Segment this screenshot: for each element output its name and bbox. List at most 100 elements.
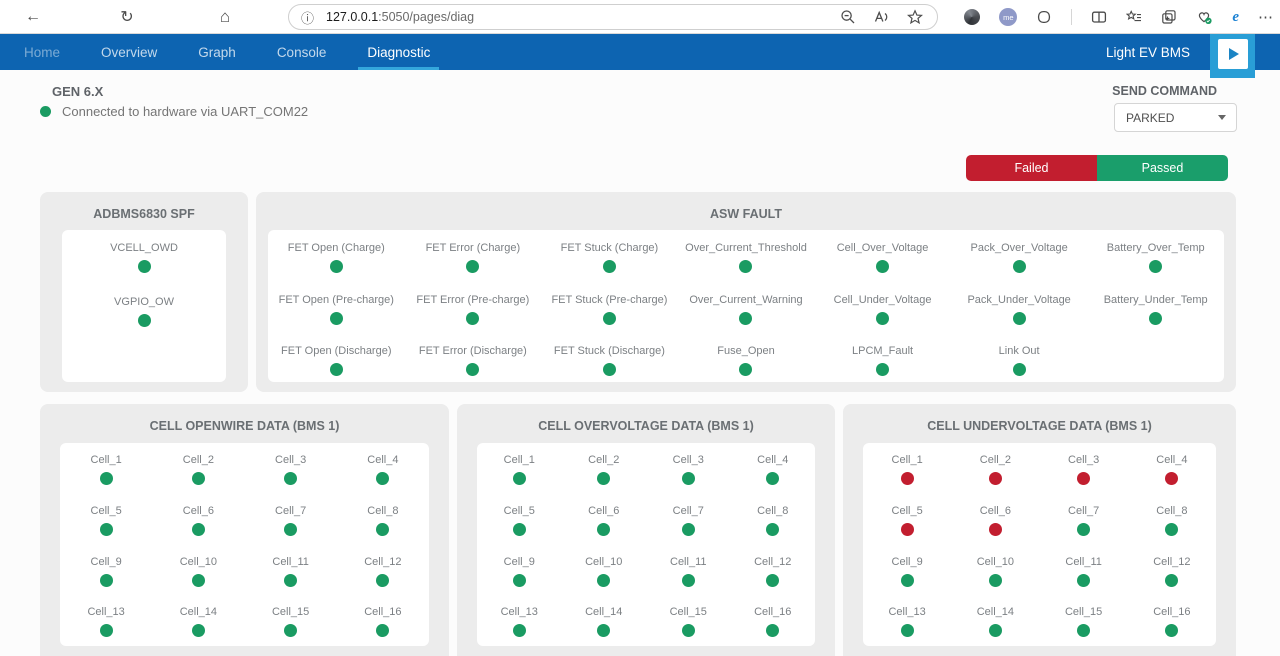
asw-card: FET Open (Charge) FET Error (Charge) FET… <box>268 230 1224 382</box>
cell-indicator: Cell_3 <box>245 454 337 494</box>
fault-indicator: Pack_Under_Voltage <box>951 294 1088 331</box>
browser-essentials-icon[interactable] <box>1196 9 1213 25</box>
refresh-icon[interactable]: ↻ <box>113 0 141 34</box>
status-dot <box>682 472 695 485</box>
status-dot <box>376 523 389 536</box>
fault-label: Pack_Under_Voltage <box>951 294 1088 306</box>
cell-indicator: Cell_1 <box>863 454 951 494</box>
status-dot <box>682 624 695 637</box>
passed-legend-button[interactable]: Passed <box>1097 155 1228 181</box>
cell-indicator: Cell_12 <box>731 556 816 596</box>
status-dot <box>766 574 779 587</box>
fault-label: FET Open (Pre-charge) <box>268 294 405 306</box>
site-info-icon[interactable]: ⓘ <box>301 8 314 27</box>
fault-label: FET Error (Discharge) <box>405 345 542 357</box>
cell-label: Cell_16 <box>1128 606 1216 618</box>
cell-label: Cell_14 <box>152 606 244 618</box>
openwire-panel-title: CELL OPENWIRE DATA (BMS 1) <box>40 404 449 433</box>
cell-indicator: Cell_13 <box>863 606 951 646</box>
cell-indicator: Cell_16 <box>731 606 816 646</box>
nav-tab[interactable]: Diagnostic <box>367 34 430 70</box>
spf-panel: ADBMS6830 SPF VCELL_OWD VGPIO_OW <box>40 192 248 392</box>
status-dot <box>1013 363 1026 376</box>
spf-card: VCELL_OWD VGPIO_OW <box>62 230 226 382</box>
cell-label: Cell_15 <box>245 606 337 618</box>
cell-indicator: Cell_11 <box>1040 556 1128 596</box>
nav-tab[interactable]: Overview <box>101 34 157 70</box>
nav-tab[interactable]: Home <box>24 34 60 70</box>
cell-indicator: Cell_9 <box>863 556 951 596</box>
favorites-hub-icon[interactable] <box>1126 9 1142 25</box>
fault-indicator: Link Out <box>951 345 1088 382</box>
status-dot <box>739 260 752 273</box>
ie-mode-icon[interactable]: e <box>1232 9 1239 26</box>
cell-label: Cell_14 <box>951 606 1039 618</box>
read-aloud-icon[interactable] <box>873 9 890 25</box>
status-dot <box>376 624 389 637</box>
status-dot <box>603 312 616 325</box>
cell-label: Cell_10 <box>152 556 244 568</box>
zoom-out-icon[interactable] <box>840 9 856 25</box>
extensions-icon[interactable] <box>1036 9 1052 25</box>
cell-indicator: Cell_3 <box>646 454 731 494</box>
status-dot <box>1013 312 1026 325</box>
status-dot <box>901 523 914 536</box>
status-dot <box>284 472 297 485</box>
run-button[interactable] <box>1210 34 1255 78</box>
status-dot <box>597 574 610 587</box>
status-dot <box>284 523 297 536</box>
status-dot <box>1165 624 1178 637</box>
failed-legend-button[interactable]: Failed <box>966 155 1097 181</box>
status-dot <box>682 574 695 587</box>
fault-indicator: Battery_Under_Temp <box>1087 294 1224 331</box>
overvoltage-panel-title: CELL OVERVOLTAGE DATA (BMS 1) <box>457 404 835 433</box>
status-dot <box>100 523 113 536</box>
cell-label: Cell_6 <box>562 505 647 517</box>
cell-label: Cell_6 <box>951 505 1039 517</box>
cell-label: Cell_3 <box>245 454 337 466</box>
cell-label: Cell_2 <box>951 454 1039 466</box>
status-dot <box>1013 260 1026 273</box>
profile-avatar[interactable]: me <box>999 8 1017 26</box>
copilot-icon[interactable] <box>964 9 980 25</box>
fault-label: VGPIO_OW <box>62 296 226 308</box>
status-dot <box>876 312 889 325</box>
cell-label: Cell_16 <box>337 606 429 618</box>
tab-copy-icon[interactable] <box>1161 9 1177 25</box>
cell-indicator: Cell_14 <box>562 606 647 646</box>
nav-tab[interactable]: Console <box>277 34 327 70</box>
status-dot <box>682 523 695 536</box>
more-menu-icon[interactable]: ⋯ <box>1258 8 1274 26</box>
favorite-star-icon[interactable] <box>907 9 923 25</box>
split-screen-icon[interactable] <box>1091 9 1107 25</box>
undervoltage-panel: CELL UNDERVOLTAGE DATA (BMS 1) Cell_1 Ce… <box>843 404 1236 656</box>
app-navbar: Home Overview Graph Console Diagnostic L… <box>0 34 1280 70</box>
status-dot <box>330 260 343 273</box>
fault-indicator: FET Stuck (Charge) <box>541 242 678 279</box>
home-icon[interactable]: ⌂ <box>211 0 239 34</box>
cell-indicator: Cell_14 <box>951 606 1039 646</box>
overvoltage-panel: CELL OVERVOLTAGE DATA (BMS 1) Cell_1 Cel… <box>457 404 835 656</box>
hardware-gen-title: GEN 6.X <box>52 84 103 99</box>
status-dot <box>989 624 1002 637</box>
cell-label: Cell_1 <box>60 454 152 466</box>
cell-label: Cell_8 <box>731 505 816 517</box>
fault-indicator: FET Open (Pre-charge) <box>268 294 405 331</box>
status-dot <box>138 314 151 327</box>
status-dot <box>739 312 752 325</box>
fault-indicator: FET Error (Charge) <box>405 242 542 279</box>
status-dot <box>597 624 610 637</box>
status-dot <box>100 574 113 587</box>
fault-indicator: Over_Current_Warning <box>678 294 815 331</box>
command-select[interactable]: PARKED <box>1114 103 1237 132</box>
url-text[interactable]: 127.0.0.1:5050/pages/diag <box>326 10 840 24</box>
nav-tab[interactable]: Graph <box>198 34 236 70</box>
cell-indicator: Cell_10 <box>951 556 1039 596</box>
fault-label: FET Stuck (Discharge) <box>541 345 678 357</box>
status-dot <box>989 574 1002 587</box>
cell-indicator: Cell_5 <box>863 505 951 545</box>
cell-indicator: Cell_9 <box>477 556 562 596</box>
back-icon[interactable]: ← <box>19 0 47 34</box>
address-bar[interactable]: ⓘ 127.0.0.1:5050/pages/diag <box>288 4 938 30</box>
cell-indicator: Cell_4 <box>731 454 816 494</box>
